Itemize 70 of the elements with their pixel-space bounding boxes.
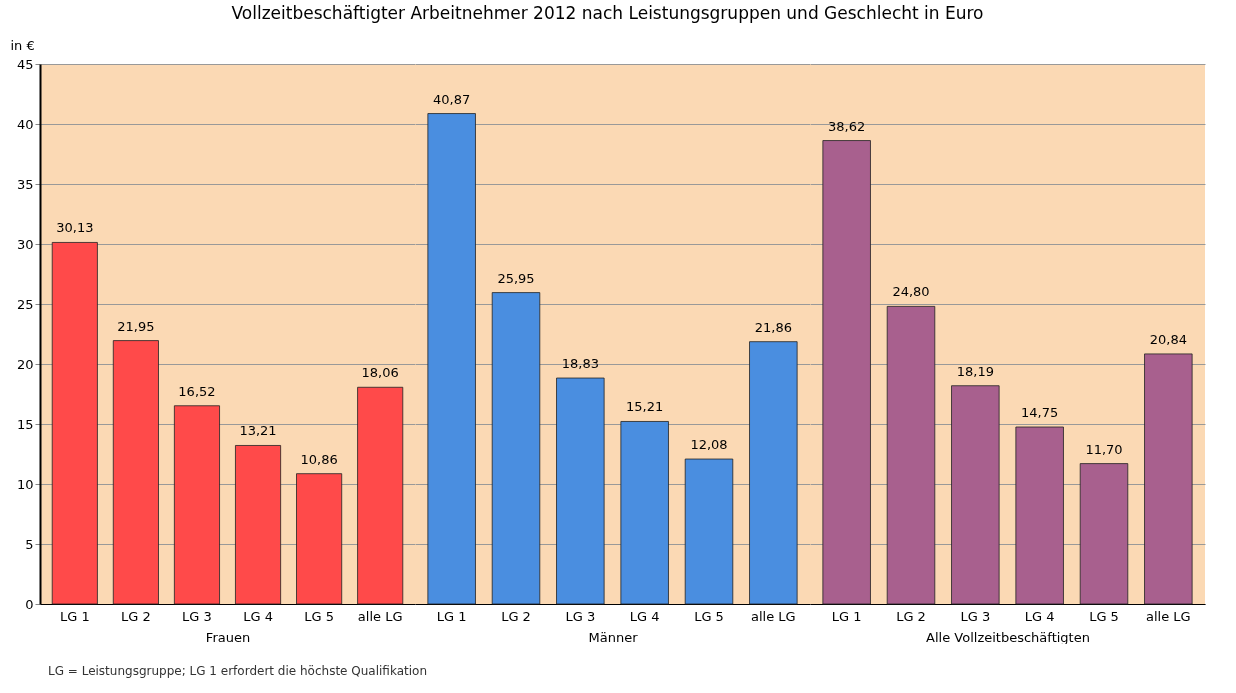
bar [51,242,98,605]
bar [357,386,404,605]
x-tick-label: LG 1 [831,608,862,624]
data-label: 14,75 [1021,405,1059,420]
data-label: 10,86 [300,451,338,467]
data-label: 24,80 [892,284,930,300]
y-tick-label: 0 [25,596,34,612]
data-label: 18,83 [561,356,599,372]
x-tick-label: LG 1 [436,608,467,624]
bar [749,341,798,605]
data-label: 15,21 [626,399,664,415]
x-tick-label: LG 5 [304,608,334,624]
y-tick-label: 10 [16,476,34,492]
data-label: 13,21 [239,423,277,439]
bar [556,377,605,605]
x-tick-label: alle LG [751,608,796,624]
x-tick-label: LG 4 [629,608,660,624]
bar [822,140,871,605]
y-tick-label: 45 [16,56,34,72]
bar [112,340,159,605]
x-tick-label: LG 3 [960,608,991,624]
x-tick-label: LG 5 [694,608,724,624]
data-label: 21,95 [117,318,155,334]
x-tick-label: LG 1 [59,608,90,624]
bar [951,385,1000,605]
bar [491,292,541,605]
data-label: 18,19 [956,363,994,379]
x-tick-label: LG 2 [121,608,151,624]
x-axis-title: Männer [588,629,639,645]
data-label: 30,13 [56,220,94,236]
x-tick-label: LG 4 [1024,608,1055,624]
x-tick-label: alle LG [357,608,403,624]
x-tick-label: LG 4 [243,608,273,624]
y-tick-label: 15 [16,416,34,432]
x-axis-title: Frauen [205,629,251,645]
y-tick-label: 30 [16,236,34,252]
bar [684,458,734,605]
data-label: 40,87 [433,91,471,107]
x-tick-label: LG 3 [565,608,596,624]
bar [1015,426,1064,605]
x-tick-label: LG 5 [1089,608,1119,624]
data-label: 21,86 [754,319,792,335]
y-tick-label: 5 [25,536,34,552]
bar [173,405,220,605]
text: LG = Leistungsgruppe; LG 1 erfordert die höchste Qualifikation [48,664,428,678]
y-tick-label: 25 [16,296,34,312]
bar [235,445,282,605]
x-tick-label: alle LG [1146,608,1191,624]
bar [296,473,343,605]
bar [427,113,476,605]
data-label: 11,70 [1085,441,1123,457]
data-label: 18,06 [361,365,399,381]
y-tick-label: 20 [16,356,34,372]
x-axis-title: Alle Vollzeitbeschäftigten [926,629,1090,645]
x-tick-label: LG 3 [182,608,212,624]
data-label: 25,95 [497,270,535,286]
bar [1079,463,1129,605]
y-tick-label: 35 [16,176,34,192]
bar [620,421,669,605]
data-label: 38,62 [828,118,866,134]
text: Vollzeitbeschäftigter Arbeitnehmer 2012 nach Leistungsgruppen und Geschlecht in Euro [231,3,984,23]
x-tick-label: LG 2 [896,608,926,624]
y-tick-label: 40 [16,116,34,132]
data-label: 12,08 [690,437,728,453]
x-tick-label: LG 2 [501,608,531,624]
bar [1144,353,1193,605]
y-axis-title: in € [10,37,35,53]
data-label: 20,84 [1149,331,1187,347]
bar [886,306,936,605]
data-label: 16,52 [178,383,216,399]
